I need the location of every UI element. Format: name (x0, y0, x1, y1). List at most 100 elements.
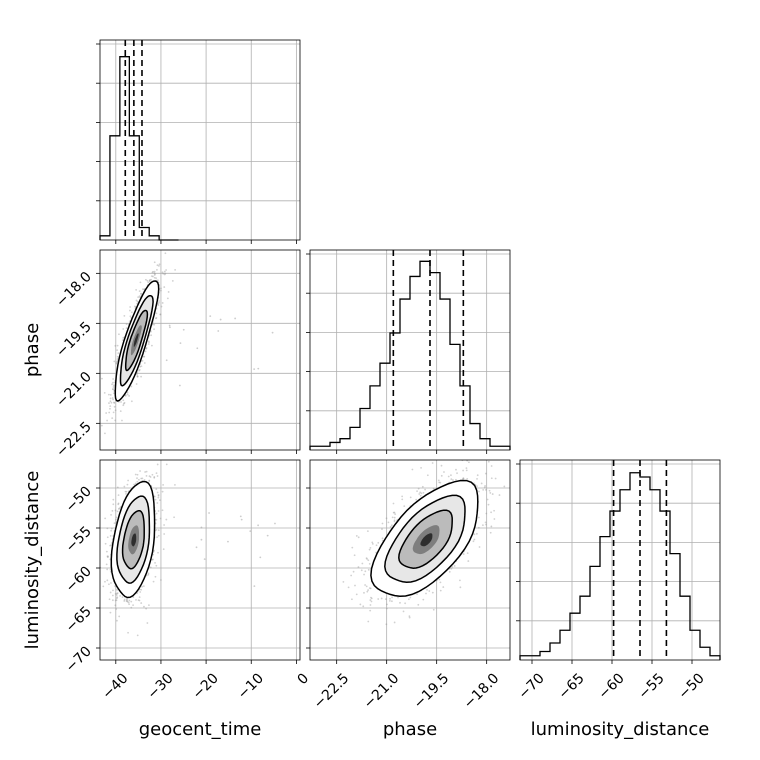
sample-point (136, 374, 139, 377)
sample-point (392, 502, 395, 505)
sample-point (390, 524, 393, 527)
sample-point (487, 503, 490, 506)
sample-point (452, 479, 454, 481)
sample-point (487, 460, 490, 463)
sample-point (126, 393, 129, 396)
sample-point (110, 513, 112, 516)
sample-point (363, 573, 365, 576)
sample-point (136, 480, 139, 483)
sample-point (153, 274, 156, 276)
sample-point (490, 511, 492, 514)
sample-point (125, 327, 128, 330)
sample-point (391, 596, 394, 599)
sample-point (342, 580, 345, 583)
sample-point (178, 384, 181, 387)
sample-point (148, 479, 151, 482)
sample-point (476, 477, 478, 480)
sample-point (114, 509, 117, 512)
sample-point (101, 377, 103, 380)
sample-point (389, 597, 391, 600)
sample-point (203, 558, 206, 561)
sample-point (209, 315, 212, 318)
histogram-luminosity-distance (519, 472, 721, 660)
sample-point (357, 566, 360, 568)
sample-point (159, 313, 162, 316)
y-axis-label-luminosity-distance: luminosity_distance (22, 471, 43, 650)
sample-point (179, 342, 182, 345)
sample-point (163, 533, 166, 535)
sample-point (108, 411, 111, 414)
sample-point (271, 331, 274, 334)
sample-point (384, 598, 387, 601)
sample-point (439, 581, 442, 584)
sample-point (156, 536, 159, 539)
sample-point (109, 407, 111, 410)
sample-point (455, 478, 457, 481)
sample-point (157, 494, 160, 496)
sample-point (148, 280, 151, 282)
sample-point (158, 300, 160, 302)
sample-point (109, 591, 112, 594)
sample-point (135, 299, 138, 302)
sample-point (110, 582, 112, 584)
sample-point (408, 616, 411, 619)
sample-point (416, 593, 418, 596)
sample-point (157, 551, 159, 554)
sample-point (361, 562, 364, 565)
sample-point (112, 386, 115, 388)
sample-point (128, 395, 130, 397)
sample-point (116, 597, 118, 600)
sample-point (149, 330, 152, 333)
density-level-4 (131, 533, 137, 547)
sample-point (158, 301, 160, 304)
sample-point (388, 599, 391, 602)
sample-point (442, 586, 445, 588)
sample-point (115, 362, 118, 365)
sample-point (104, 432, 106, 435)
sample-point (153, 549, 155, 552)
sample-point (148, 341, 150, 344)
sample-point (391, 516, 394, 519)
sample-point (116, 358, 119, 360)
sample-point (387, 521, 390, 524)
sample-point (257, 524, 260, 527)
sample-point (112, 384, 115, 387)
sample-point (140, 375, 142, 378)
sample-point (393, 516, 396, 519)
sample-point (257, 367, 260, 370)
sample-point (106, 568, 109, 571)
sample-point (394, 513, 397, 516)
sample-point (377, 598, 380, 600)
sample-point (144, 278, 147, 281)
sample-point (367, 620, 370, 623)
sample-point (115, 608, 118, 610)
sample-point (123, 598, 126, 601)
sample-point (368, 562, 371, 565)
sample-point (153, 495, 156, 498)
sample-point (141, 585, 143, 588)
sample-point (130, 400, 133, 403)
sample-point (491, 493, 494, 495)
sample-point (135, 288, 138, 291)
sample-point (140, 365, 143, 368)
sample-point (123, 315, 126, 317)
sample-point (393, 520, 396, 523)
sample-point (129, 315, 132, 318)
sample-point (392, 511, 395, 514)
sample-point (443, 471, 445, 473)
sample-point (113, 389, 115, 392)
sample-point (135, 598, 137, 601)
sample-point (123, 600, 126, 602)
sample-point (104, 542, 107, 545)
sample-point (484, 485, 486, 487)
sample-point (161, 271, 164, 274)
sample-point (157, 279, 159, 282)
sample-point (111, 599, 114, 602)
contour-0 (370, 479, 479, 598)
sample-point (118, 615, 121, 618)
sample-point (401, 498, 404, 501)
sample-point (124, 490, 127, 493)
sample-point (367, 559, 370, 562)
sample-point (166, 297, 169, 300)
